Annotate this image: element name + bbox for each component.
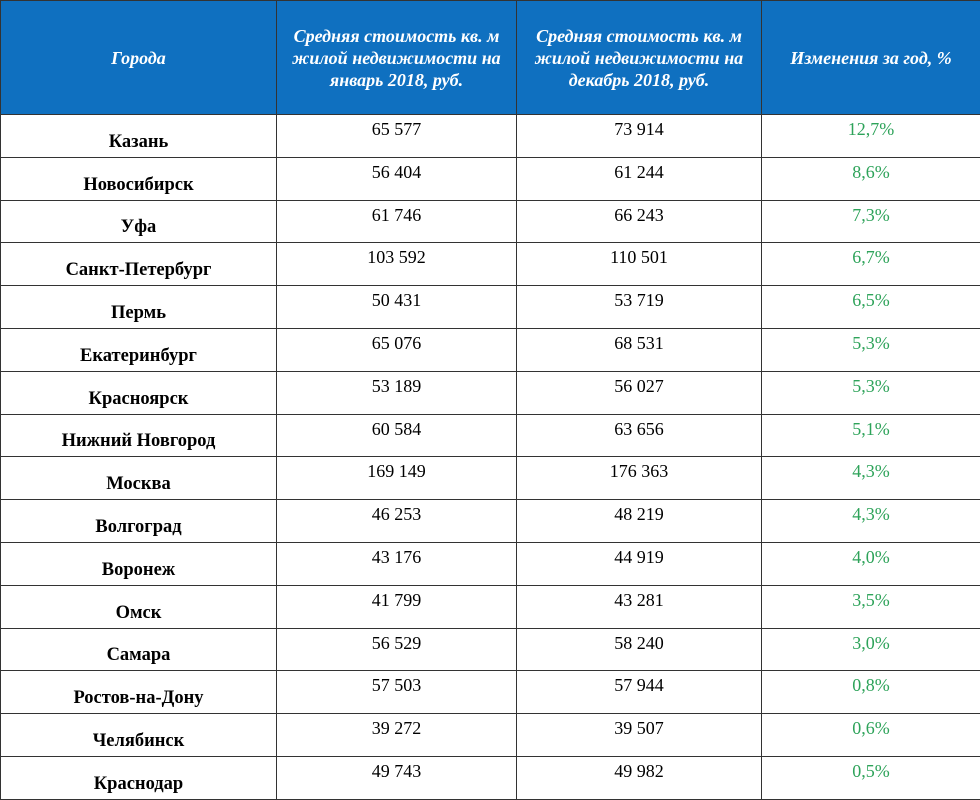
dec-price-cell: 66 243: [517, 200, 762, 243]
header-change: Изменения за год, %: [762, 1, 980, 115]
change-cell: 0,8%: [762, 671, 980, 714]
change-cell: 4,3%: [762, 457, 980, 500]
city-cell: Челябинск: [1, 714, 277, 757]
jan-price-cell: 39 272: [277, 714, 517, 757]
change-cell: 3,0%: [762, 628, 980, 671]
dec-price-cell: 44 919: [517, 542, 762, 585]
dec-price-cell: 56 027: [517, 371, 762, 414]
dec-price-cell: 61 244: [517, 157, 762, 200]
change-cell: 12,7%: [762, 115, 980, 158]
dec-price-cell: 48 219: [517, 500, 762, 543]
dec-price-cell: 176 363: [517, 457, 762, 500]
change-cell: 4,0%: [762, 542, 980, 585]
dec-price-cell: 53 719: [517, 286, 762, 329]
jan-price-cell: 56 529: [277, 628, 517, 671]
change-cell: 6,7%: [762, 243, 980, 286]
jan-price-cell: 61 746: [277, 200, 517, 243]
header-jan-price: Средняя стоимость кв. м жилой недвижимос…: [277, 1, 517, 115]
change-cell: 7,3%: [762, 200, 980, 243]
jan-price-cell: 65 076: [277, 328, 517, 371]
change-cell: 3,5%: [762, 585, 980, 628]
jan-price-cell: 50 431: [277, 286, 517, 329]
city-cell: Ростов-на-Дону: [1, 671, 277, 714]
city-cell: Москва: [1, 457, 277, 500]
city-cell: Краснодар: [1, 756, 277, 799]
change-cell: 0,6%: [762, 714, 980, 757]
dec-price-cell: 57 944: [517, 671, 762, 714]
city-cell: Пермь: [1, 286, 277, 329]
header-row: Города Средняя стоимость кв. м жилой нед…: [1, 1, 980, 115]
change-cell: 8,6%: [762, 157, 980, 200]
change-cell: 5,1%: [762, 414, 980, 457]
city-cell: Волгоград: [1, 500, 277, 543]
city-cell: Уфа: [1, 200, 277, 243]
city-cell: Санкт-Петербург: [1, 243, 277, 286]
dec-price-cell: 39 507: [517, 714, 762, 757]
table-header: Города Средняя стоимость кв. м жилой нед…: [1, 1, 980, 115]
jan-price-cell: 65 577: [277, 115, 517, 158]
dec-price-cell: 43 281: [517, 585, 762, 628]
change-cell: 0,5%: [762, 756, 980, 799]
dec-price-cell: 63 656: [517, 414, 762, 457]
jan-price-cell: 56 404: [277, 157, 517, 200]
city-cell: Самара: [1, 628, 277, 671]
header-dec-price: Средняя стоимость кв. м жилой недвижимос…: [517, 1, 762, 115]
header-city: Города: [1, 1, 277, 115]
dec-price-cell: 73 914: [517, 115, 762, 158]
change-cell: 5,3%: [762, 371, 980, 414]
city-cell: Новосибирск: [1, 157, 277, 200]
dec-price-cell: 110 501: [517, 243, 762, 286]
jan-price-cell: 46 253: [277, 500, 517, 543]
city-cell: Омск: [1, 585, 277, 628]
jan-price-cell: 49 743: [277, 756, 517, 799]
jan-price-cell: 43 176: [277, 542, 517, 585]
jan-price-cell: 60 584: [277, 414, 517, 457]
city-cell: Екатеринбург: [1, 328, 277, 371]
change-cell: 5,3%: [762, 328, 980, 371]
city-cell: Нижний Новгород: [1, 414, 277, 457]
city-cell: Казань: [1, 115, 277, 158]
change-cell: 4,3%: [762, 500, 980, 543]
dec-price-cell: 49 982: [517, 756, 762, 799]
jan-price-cell: 41 799: [277, 585, 517, 628]
jan-price-cell: 53 189: [277, 371, 517, 414]
jan-price-cell: 103 592: [277, 243, 517, 286]
city-cell: Красноярск: [1, 371, 277, 414]
dec-price-cell: 68 531: [517, 328, 762, 371]
jan-price-cell: 57 503: [277, 671, 517, 714]
city-cell: Воронеж: [1, 542, 277, 585]
change-cell: 6,5%: [762, 286, 980, 329]
dec-price-cell: 58 240: [517, 628, 762, 671]
jan-price-cell: 169 149: [277, 457, 517, 500]
